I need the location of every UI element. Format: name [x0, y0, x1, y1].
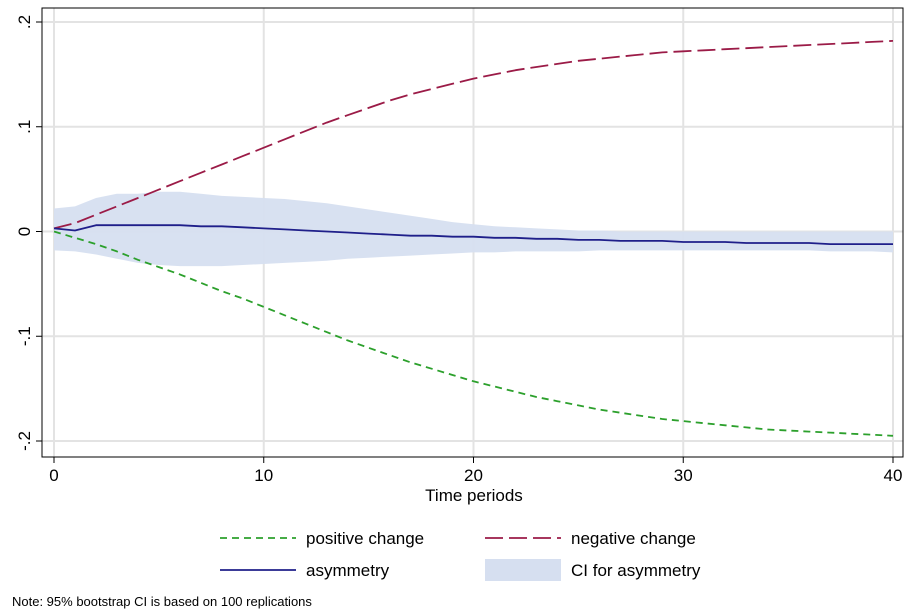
x-tick-label: 20 — [464, 466, 483, 485]
series-line-positive-change — [53, 230, 894, 437]
x-tick-label: 10 — [254, 466, 273, 485]
axes: 0 10 20 30 40 .2 .1 0 -.1 -.2 — [15, 7, 904, 485]
plot-frame — [41, 7, 904, 458]
legend-label-negative-change: negative change — [571, 529, 696, 548]
legend-label-asymmetry: asymmetry — [306, 561, 390, 580]
y-tick-label: .2 — [15, 15, 34, 29]
y-tick-label: .1 — [15, 120, 34, 134]
x-tick-label: 40 — [884, 466, 903, 485]
series-line-asymmetry — [53, 224, 893, 246]
legend-label-positive-change: positive change — [306, 529, 424, 548]
x-tick-label: 30 — [674, 466, 693, 485]
ci-band-area — [54, 191, 893, 267]
chart-note: Note: 95% bootstrap CI is based on 100 r… — [12, 594, 312, 609]
y-tick-label: 0 — [15, 227, 34, 236]
series-line-negative-change — [53, 40, 894, 230]
y-tick-label: -.2 — [15, 431, 34, 451]
legend: positive change negative change asymmetry C… — [220, 529, 701, 581]
y-tick-label: -.1 — [15, 326, 34, 346]
x-axis-label: Time periods — [425, 486, 523, 505]
x-tick-label: 0 — [49, 466, 58, 485]
legend-key-CI-for-asymmetry — [485, 559, 561, 581]
legend-label-CI-for-asymmetry: CI for asymmetry — [571, 561, 701, 580]
plot-area — [42, 8, 903, 457]
